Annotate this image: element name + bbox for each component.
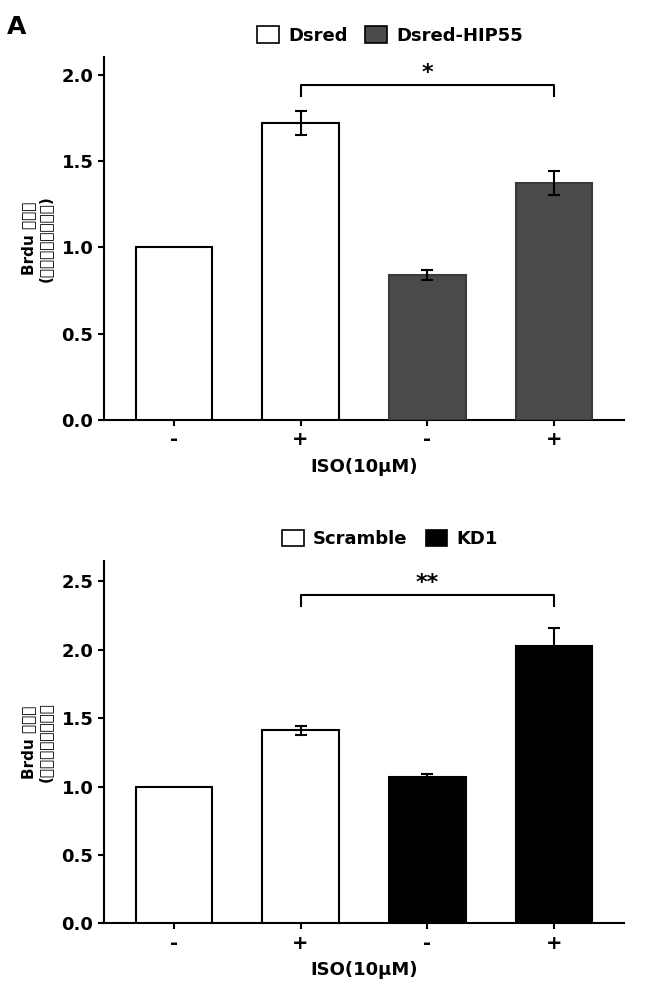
X-axis label: ISO(10μM): ISO(10μM): [310, 961, 418, 979]
Bar: [263, 123, 339, 420]
Y-axis label: Brdu 参入量
(相对于对照的倍数): Brdu 参入量 (相对于对照的倍数): [21, 195, 54, 282]
Bar: [263, 730, 339, 923]
Bar: [135, 787, 212, 923]
X-axis label: ISO(10μM): ISO(10μM): [310, 458, 418, 476]
Text: A: A: [6, 15, 26, 39]
Y-axis label: Brdu 参入量
(相对于对照倍数）: Brdu 参入量 (相对于对照倍数）: [21, 702, 54, 782]
Legend: Scramble, KD1: Scramble, KD1: [275, 523, 505, 555]
Bar: [390, 275, 466, 420]
Legend: Dsred, Dsred-HIP55: Dsred, Dsred-HIP55: [250, 19, 530, 52]
Bar: [135, 247, 212, 420]
Text: *: *: [422, 63, 433, 83]
Bar: [516, 183, 593, 420]
Text: **: **: [416, 573, 439, 593]
Bar: [390, 777, 466, 923]
Bar: [516, 646, 593, 923]
